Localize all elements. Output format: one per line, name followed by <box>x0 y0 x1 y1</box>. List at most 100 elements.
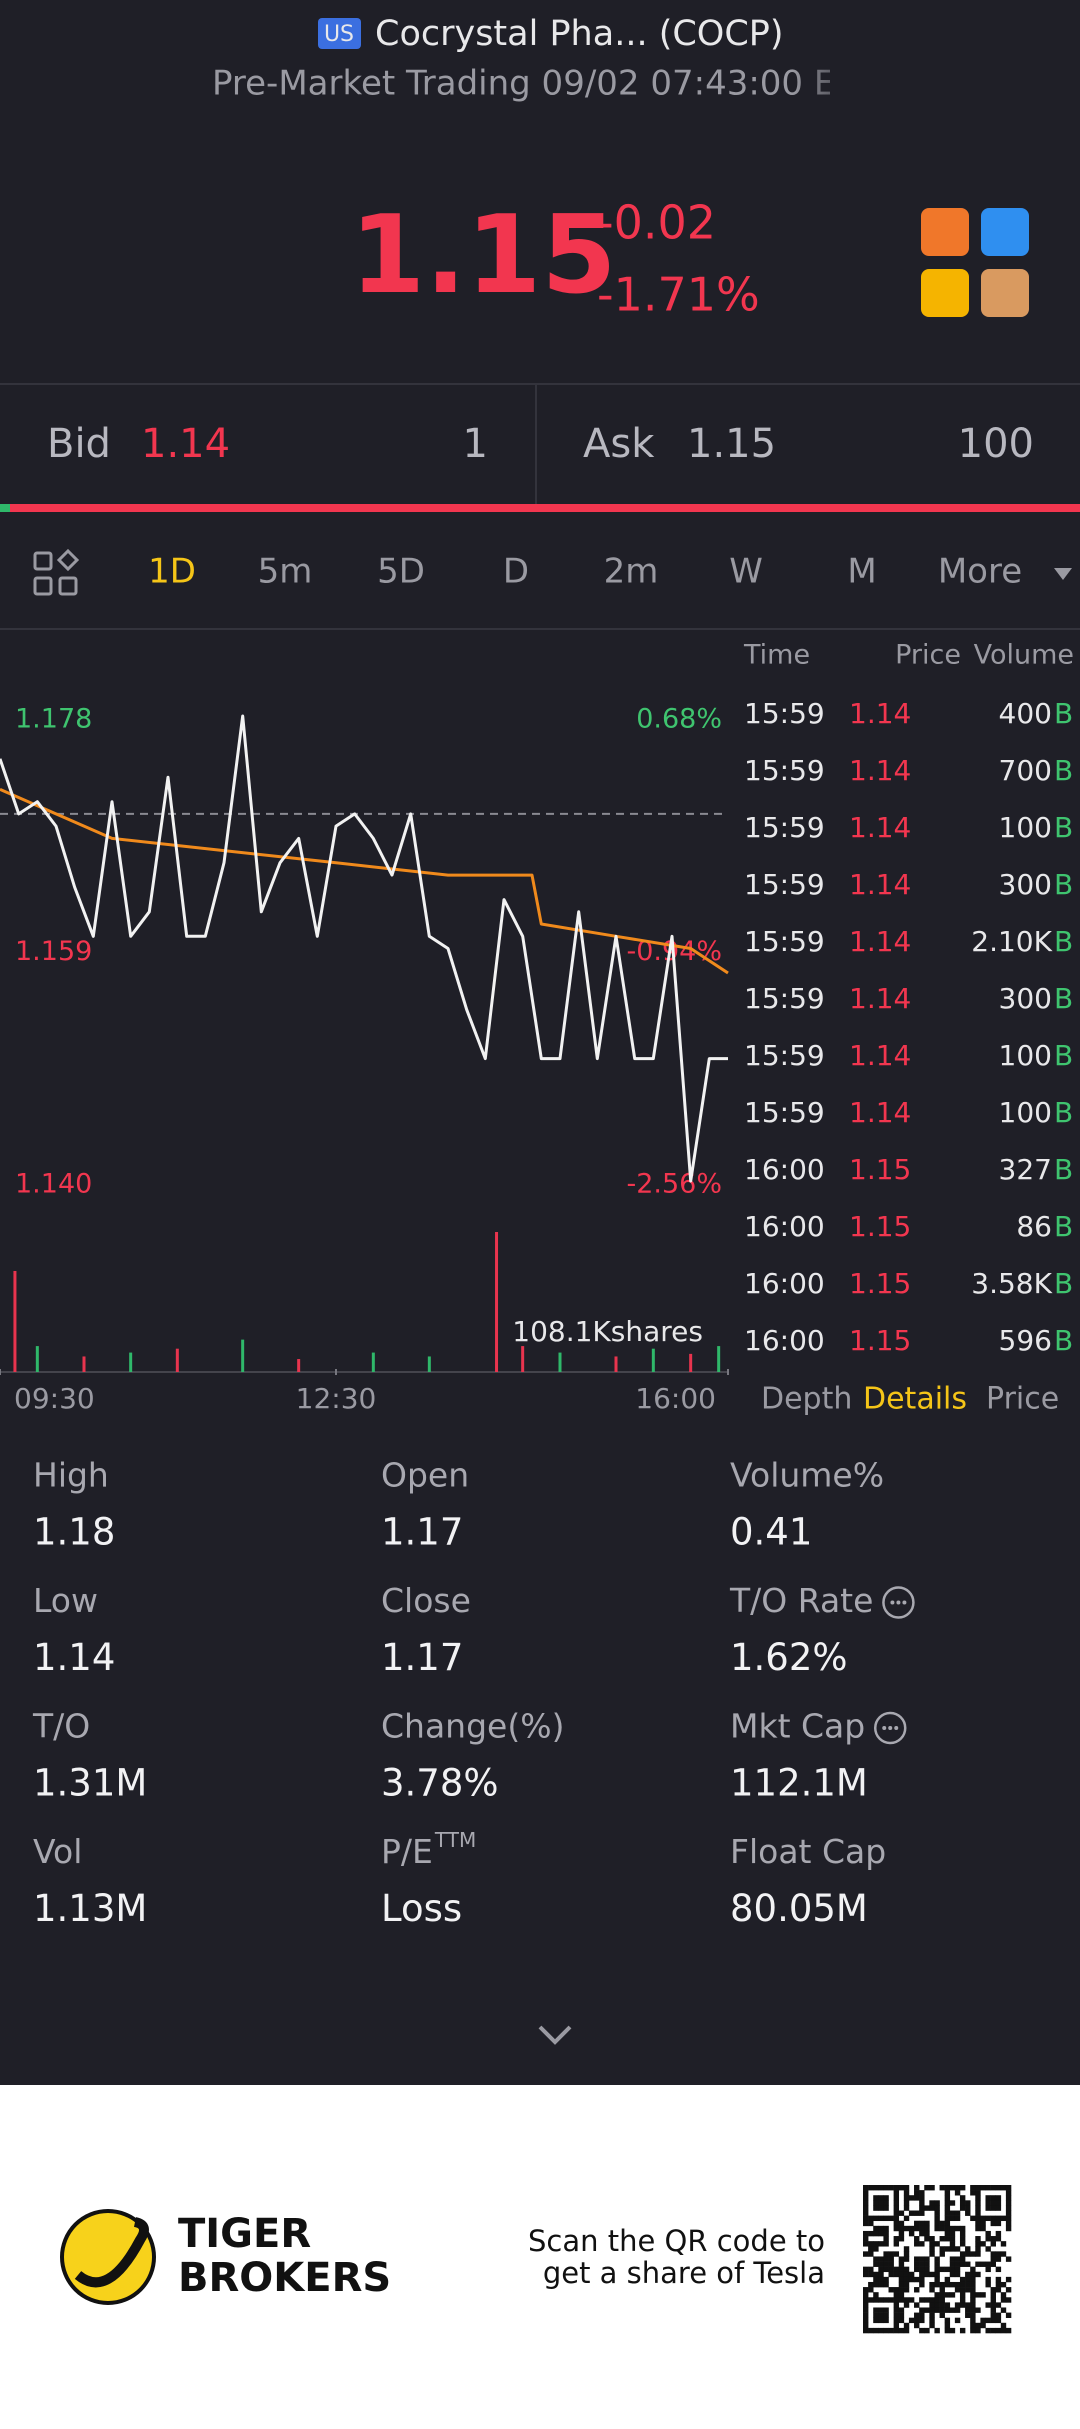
qr-cell <box>898 2297 905 2303</box>
layout-icon[interactable] <box>33 548 80 596</box>
qr-cell <box>914 2312 920 2318</box>
timeframe-tab[interactable]: W <box>729 552 763 592</box>
stat-label: Mkt Cap <box>730 1707 865 1746</box>
qr-cell <box>959 2195 966 2201</box>
qr-cell <box>873 2276 879 2283</box>
promo: get a share of Tesla <box>543 2256 825 2290</box>
stat-label: Vol <box>33 1832 82 1871</box>
trade-side: B <box>1054 982 1073 1015</box>
icon[interactable] <box>921 208 969 256</box>
qr-cell <box>944 2327 951 2334</box>
timeframe-tab[interactable]: 1D <box>148 552 196 592</box>
qr-cell <box>949 2271 956 2278</box>
qr-cell <box>868 2220 874 2227</box>
qr-cell <box>949 2281 956 2288</box>
timeframe-tab[interactable]: 5m <box>258 552 313 592</box>
volume-bar <box>35 1346 39 1372</box>
timeframe-tab[interactable]: 2m <box>604 552 659 592</box>
timeframe-tab[interactable]: M <box>847 552 876 592</box>
more-arrow[interactable] <box>1054 568 1072 580</box>
trade-time: 16:00 <box>744 1153 825 1186</box>
timeframe-tab[interactable]: More <box>938 552 1022 592</box>
trade-price: 1.14 <box>849 925 911 958</box>
info-icon[interactable] <box>882 1586 915 1619</box>
title[interactable]: Cocrystal Pha... (COCP) <box>375 14 784 54</box>
qr-cell <box>980 2292 986 2298</box>
qr-cell <box>970 2292 976 2298</box>
qr-cell <box>944 2200 951 2206</box>
detail-tab[interactable]: Depth <box>761 1382 852 1417</box>
qr-cell <box>863 2312 869 2318</box>
bid-price: 1.14 <box>141 421 230 467</box>
qr-cell <box>975 2220 981 2227</box>
icon[interactable] <box>981 269 1029 317</box>
qr-cell <box>898 2256 905 2262</box>
qr-cell <box>924 2297 930 2303</box>
qr-cell <box>914 2302 920 2308</box>
trade-volume: 2.10K <box>971 925 1052 958</box>
qr-cell <box>995 2251 1002 2257</box>
badge: US <box>324 22 354 47</box>
qr-cell <box>883 2307 889 2313</box>
qr-cell <box>893 2251 900 2257</box>
qr-cell <box>898 2292 905 2298</box>
icon[interactable] <box>981 208 1029 256</box>
stat-value: 80.05M <box>730 1887 868 1930</box>
expand-chevron[interactable] <box>538 2025 572 2045</box>
detail-tab[interactable]: Details <box>863 1382 967 1417</box>
qr-cell <box>944 2292 951 2298</box>
info-icon[interactable] <box>873 1711 907 1745</box>
qr-cell <box>914 2185 920 2191</box>
qr-cell <box>944 2276 951 2283</box>
qr-cell <box>944 2220 951 2227</box>
qr-cell <box>965 2246 971 2252</box>
qr-cell <box>1000 2281 1007 2288</box>
detail-tab[interactable]: Price <box>986 1382 1059 1417</box>
qr-cell <box>893 2292 900 2298</box>
qr-cell <box>929 2312 935 2318</box>
qr-cell <box>903 2327 910 2334</box>
info-icon[interactable] <box>873 1711 907 1745</box>
trade-time: 16:00 <box>744 1267 825 1300</box>
qr-cell <box>970 2317 976 2324</box>
qr-cell <box>898 2230 905 2237</box>
qr-cell <box>914 2195 920 2201</box>
icon[interactable] <box>921 269 969 317</box>
qr-cell <box>873 2230 879 2237</box>
qr-cell <box>914 2236 920 2242</box>
trade-side: B <box>1054 811 1073 844</box>
qr-cell <box>990 2287 996 2293</box>
trade-time: 15:59 <box>744 982 825 1015</box>
qr-cell <box>934 2215 940 2222</box>
qr-cell <box>914 2190 920 2196</box>
qr-cell <box>995 2215 1002 2222</box>
timeframe-tab[interactable]: D <box>503 552 529 592</box>
qr-cell <box>929 2271 935 2278</box>
info-icon[interactable] <box>882 1586 915 1619</box>
qr-cell <box>919 2205 925 2211</box>
qr-cell <box>975 2261 981 2267</box>
qr-cell <box>878 2271 884 2278</box>
qr-cell <box>924 2261 930 2267</box>
qr-cell <box>949 2200 956 2206</box>
qr-cell <box>980 2185 986 2191</box>
qr-cell <box>980 2215 986 2222</box>
qr-cell <box>959 2205 966 2211</box>
stat-label: Close <box>381 1581 471 1620</box>
qr-cell <box>959 2225 966 2232</box>
trade-price: 1.14 <box>849 754 911 787</box>
qr-cell <box>944 2322 951 2329</box>
y-tick-label: 1.178 <box>15 704 92 735</box>
qr-cell <box>903 2246 910 2252</box>
timeframe-tab[interactable]: 5D <box>377 552 425 592</box>
info-dot <box>896 1600 901 1605</box>
trade-price: 1.14 <box>849 982 911 1015</box>
qr-cell <box>985 2276 991 2283</box>
qr-cell <box>980 2225 986 2232</box>
volume-bar <box>82 1356 86 1372</box>
qr-cell <box>873 2225 879 2232</box>
qr-cell <box>929 2281 935 2288</box>
qr-cell <box>970 2190 976 2196</box>
qr-cell <box>873 2312 879 2318</box>
qr-cell <box>903 2225 910 2232</box>
